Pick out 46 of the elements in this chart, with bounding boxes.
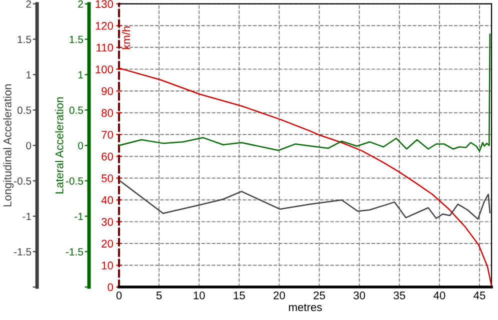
- y3-tick-label: 0: [26, 142, 32, 150]
- line-series: [119, 67, 492, 287]
- y3-tick-label: 2: [26, 0, 31, 8]
- x-axis-title: metres: [289, 304, 322, 312]
- y3-tick-label: 0.5: [17, 106, 32, 114]
- y-tick-label: 110: [96, 44, 114, 52]
- x-tick-label: 40: [434, 292, 446, 300]
- y2-tick-label: 2: [78, 0, 83, 8]
- y2-axis-title: Lateral Acceleration: [55, 97, 64, 194]
- y-tick-label: 0: [108, 283, 114, 292]
- y-tick-label: 100: [96, 65, 114, 74]
- y2-tick-label: 0: [78, 142, 84, 150]
- x-tick-label: 30: [354, 292, 366, 300]
- y3-tick-label: -1.5: [14, 248, 32, 256]
- y2-tick-label: 0.5: [69, 106, 84, 114]
- y2-tick-label: -1.5: [66, 248, 84, 256]
- y-tick-label: 50: [102, 174, 114, 182]
- y3-tick-label: -1: [22, 212, 32, 220]
- line-series: [119, 180, 491, 220]
- y-axis-title: km/h: [122, 26, 130, 50]
- x-tick-label: 25: [314, 292, 326, 300]
- x-tick-label: 15: [234, 292, 245, 300]
- x-tick-label: 10: [194, 292, 205, 300]
- x-tick-label: 5: [156, 292, 162, 300]
- y-tick-label: 60: [102, 152, 114, 160]
- y3-tick-label: 1.5: [18, 36, 32, 44]
- y-tick-label: 90: [102, 87, 114, 96]
- y-tick-label: 30: [102, 218, 114, 226]
- y3-axis-title: Longitudinal Acceleration: [3, 84, 14, 206]
- y-tick-label: 70: [102, 130, 114, 139]
- y-tick-label: 80: [102, 109, 114, 117]
- y-tick-label: 120: [96, 22, 114, 30]
- x-tick-label: 0: [116, 292, 122, 300]
- y3-tick-label: 1: [26, 71, 32, 78]
- x-tick-label: 35: [394, 292, 406, 300]
- y2-tick-label: -1: [74, 212, 83, 220]
- x-tick-label: 45: [474, 292, 486, 300]
- y-tick-label: 40: [101, 196, 114, 204]
- y3-tick-label: -0.5: [14, 177, 32, 185]
- y-tick-label: 130: [96, 0, 114, 8]
- x-tick-label: 20: [274, 292, 285, 300]
- y2-tick-label: 1.5: [70, 36, 84, 44]
- y-tick-label: 20: [102, 240, 114, 248]
- y-tick-label: 10: [102, 262, 114, 270]
- y2-tick-label: 1: [78, 71, 83, 78]
- y2-tick-label: -0.5: [66, 177, 84, 185]
